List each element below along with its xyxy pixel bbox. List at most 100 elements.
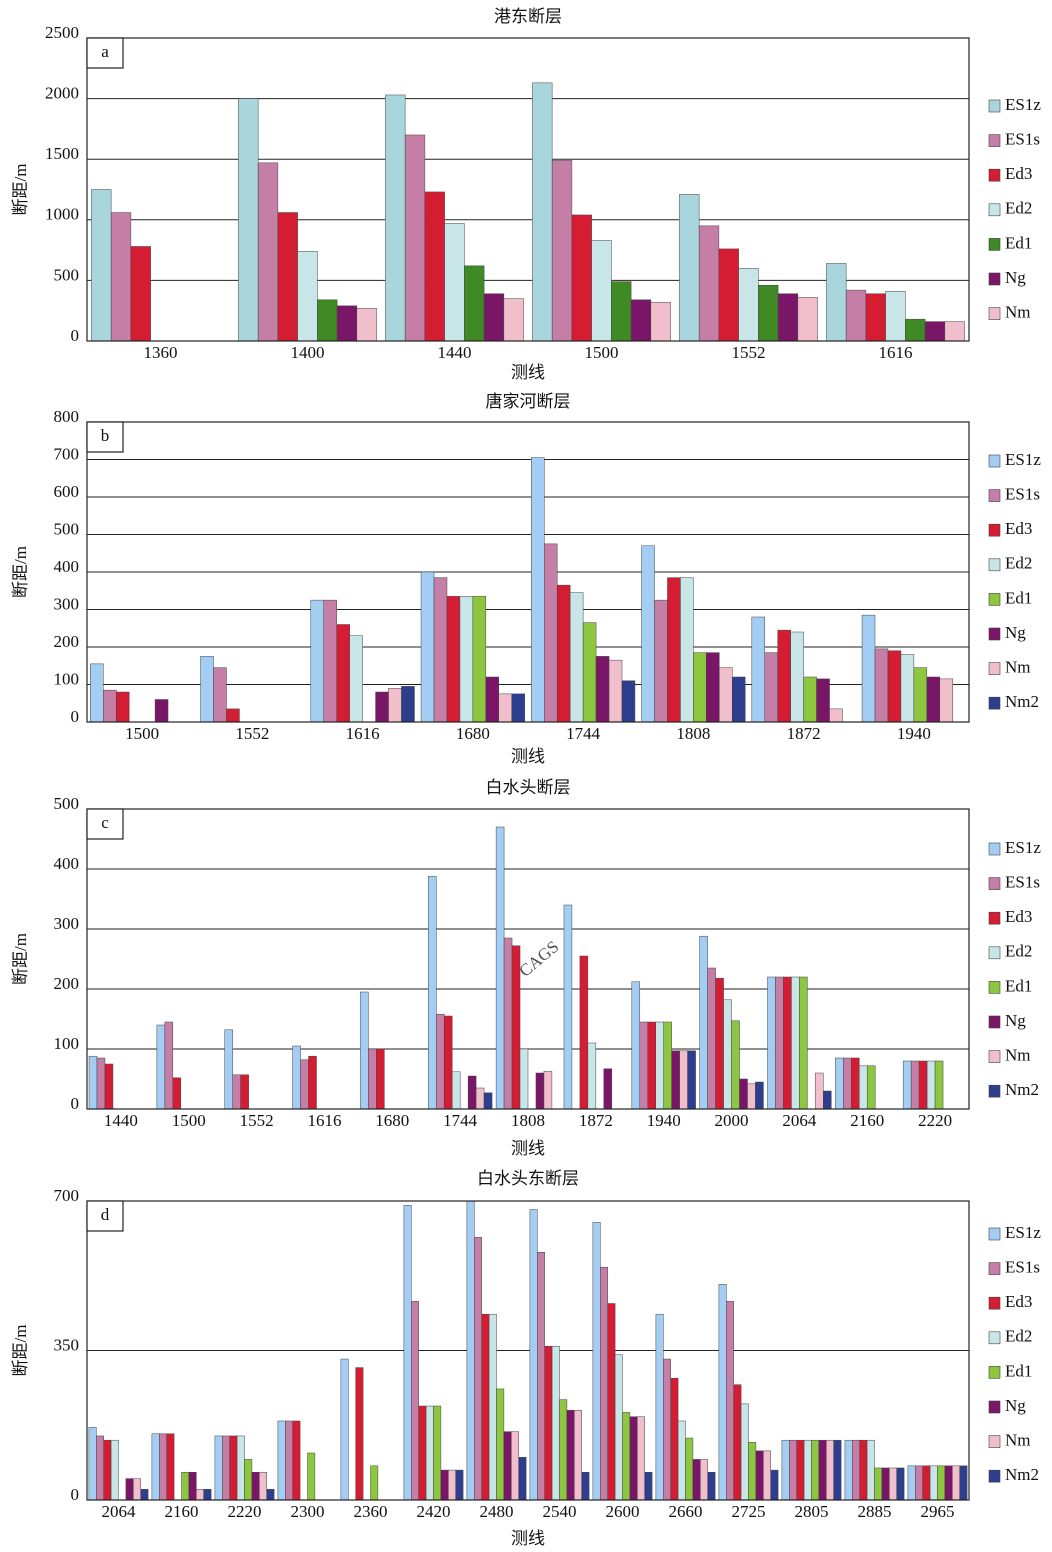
bar (731, 1020, 740, 1110)
x-tick-label: 1940 (647, 1111, 681, 1130)
bar (498, 693, 512, 723)
bar (336, 305, 358, 342)
legend-label: ES1z (1005, 1223, 1041, 1242)
chart-title: 唐家河断层 (486, 391, 571, 411)
chart-title: 白水头东断层 (477, 1169, 579, 1188)
bar (232, 1074, 241, 1110)
bar (349, 635, 363, 723)
bar (647, 1021, 656, 1110)
x-tick-label: 1360 (144, 343, 178, 362)
x-tick-label: 1616 (346, 724, 380, 743)
bar (485, 676, 500, 723)
bar (569, 592, 584, 723)
x-tick-label: 2420 (417, 1502, 451, 1521)
bar (110, 212, 132, 342)
legend-label: Ng (1005, 268, 1026, 287)
bar (103, 689, 117, 723)
x-tick-label: 1500 (125, 724, 159, 743)
bar (726, 1301, 734, 1501)
legend-label: ES1z (1005, 838, 1041, 857)
bar (355, 1367, 364, 1501)
legend-label: Ng (1005, 623, 1026, 642)
bar (488, 1313, 497, 1501)
bar (200, 656, 214, 723)
legend-label: ES1s (1005, 485, 1040, 504)
bar (96, 1435, 104, 1501)
bar (738, 268, 759, 342)
bar (926, 676, 941, 723)
y-axis-label: 断距/m (11, 1325, 30, 1377)
x-tick-label: 1552 (732, 343, 766, 362)
bar (739, 1078, 748, 1110)
bar (425, 1405, 434, 1501)
bar (257, 162, 279, 342)
bar (151, 1433, 160, 1501)
bar (952, 1465, 960, 1501)
bar (300, 1059, 309, 1110)
legend-swatch (988, 662, 1001, 675)
bar (433, 577, 448, 723)
legend-swatch (988, 238, 1001, 251)
bar (816, 678, 830, 723)
bar (687, 1050, 696, 1110)
panel-label: c (101, 813, 109, 832)
bar (679, 194, 700, 342)
bar (937, 1465, 946, 1501)
bar (566, 1410, 575, 1501)
bar (455, 1469, 464, 1501)
panel-label-box (86, 1200, 124, 1232)
bar (959, 1465, 968, 1501)
bar (388, 688, 402, 723)
bar (537, 1252, 545, 1501)
bar (611, 281, 632, 342)
x-tick-label: 1940 (897, 724, 931, 743)
bar (844, 1439, 853, 1501)
bar (811, 1439, 820, 1501)
bar (297, 251, 318, 342)
legend-swatch (988, 1331, 1001, 1345)
bar (679, 1050, 688, 1110)
bar (677, 1420, 686, 1501)
y-tick-label: 500 (54, 519, 80, 538)
x-tick-label: 2805 (795, 1502, 829, 1521)
x-tick-label: 1872 (579, 1111, 613, 1130)
legend-label: Nm2 (1005, 1080, 1039, 1099)
bar (451, 1071, 461, 1110)
x-tick-label: 1744 (443, 1111, 478, 1130)
bar (718, 1284, 727, 1501)
plot-frame (86, 421, 970, 723)
watermark: CAGS (515, 937, 562, 981)
x-tick-label: 2220 (228, 1502, 262, 1521)
chart-title: 港东断层 (494, 7, 562, 26)
bar (88, 1055, 98, 1110)
bar (823, 1090, 832, 1110)
bar (503, 1431, 512, 1501)
bar (308, 1055, 317, 1110)
legend-label: ES1z (1005, 450, 1041, 469)
bar (226, 708, 240, 723)
x-tick-label: 2000 (715, 1111, 749, 1130)
bar (307, 1452, 316, 1501)
bar (483, 293, 505, 342)
legend-swatch (988, 523, 1001, 537)
bar (934, 1060, 944, 1110)
bar (229, 1435, 238, 1501)
bar (529, 1209, 538, 1501)
bar (188, 1471, 197, 1501)
legend-label: Nm (1005, 658, 1031, 677)
bar (614, 1354, 623, 1501)
bar (503, 298, 524, 342)
bar (444, 223, 465, 342)
bar (706, 652, 720, 723)
bar (292, 1420, 301, 1501)
plot-frame (86, 808, 970, 1110)
legend-label: Ed3 (1005, 907, 1032, 926)
x-tick-label: 2725 (732, 1502, 766, 1521)
bar (851, 1057, 860, 1110)
bar (587, 1042, 597, 1110)
legend-swatch (988, 1262, 1001, 1275)
bar (519, 1048, 529, 1110)
bar (859, 1439, 868, 1501)
